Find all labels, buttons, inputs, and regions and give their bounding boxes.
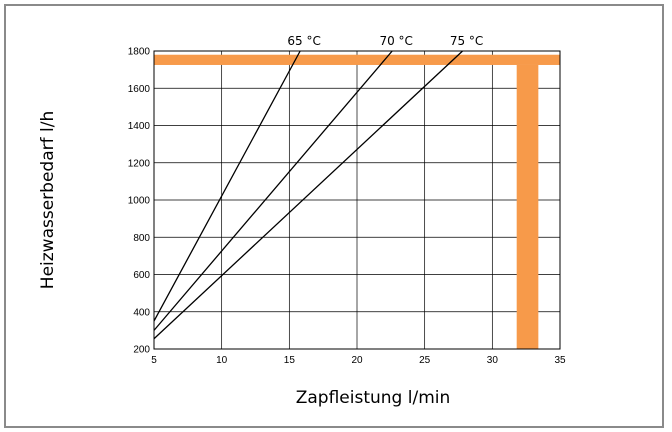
- grid-lines: [153, 50, 561, 350]
- chart-frame: [4, 4, 664, 428]
- x-tick-labels: 5 10 15 20 25 30 35: [151, 355, 566, 366]
- x-tick-label: 35: [554, 355, 566, 366]
- y-tick-label: 600: [133, 270, 150, 281]
- series-line-3: [153, 50, 464, 340]
- plot-area-border: [153, 50, 561, 350]
- vertical-highlight-band: [516, 64, 539, 349]
- highlight-bands: [154, 54, 560, 349]
- series-line-1: [153, 50, 301, 322]
- y-axis-title: Heizwasserbedarf l/h: [38, 111, 58, 289]
- y-tick-label: 200: [133, 345, 150, 356]
- horizontal-highlight-band: [154, 54, 560, 65]
- series-label-1: 65 °C: [287, 34, 320, 48]
- x-tick-label: 20: [351, 355, 363, 366]
- series-label-2: 70 °C: [379, 34, 412, 48]
- y-tick-label: 1600: [128, 84, 151, 95]
- series-labels: 65 °C 70 °C 75 °C: [287, 34, 483, 48]
- series-lines: [153, 50, 464, 340]
- y-tick-labels: 200 400 600 800 1000 1200 1400 1600 1800: [128, 47, 151, 356]
- x-tick-label: 30: [487, 355, 499, 366]
- x-tick-label: 15: [284, 355, 296, 366]
- y-tick-label: 800: [133, 233, 150, 244]
- y-tick-label: 1000: [128, 196, 151, 207]
- x-tick-label: 25: [419, 355, 431, 366]
- y-tick-label: 1200: [128, 158, 151, 169]
- y-tick-label: 1400: [128, 121, 151, 132]
- x-tick-label: 10: [216, 355, 228, 366]
- y-tick-label: 1800: [128, 47, 151, 58]
- series-label-3: 75 °C: [450, 34, 483, 48]
- series-line-2: [153, 50, 393, 331]
- y-tick-label: 400: [133, 307, 150, 318]
- x-tick-label: 5: [151, 355, 157, 366]
- x-axis-title: Zapfleistung l/min: [296, 388, 451, 408]
